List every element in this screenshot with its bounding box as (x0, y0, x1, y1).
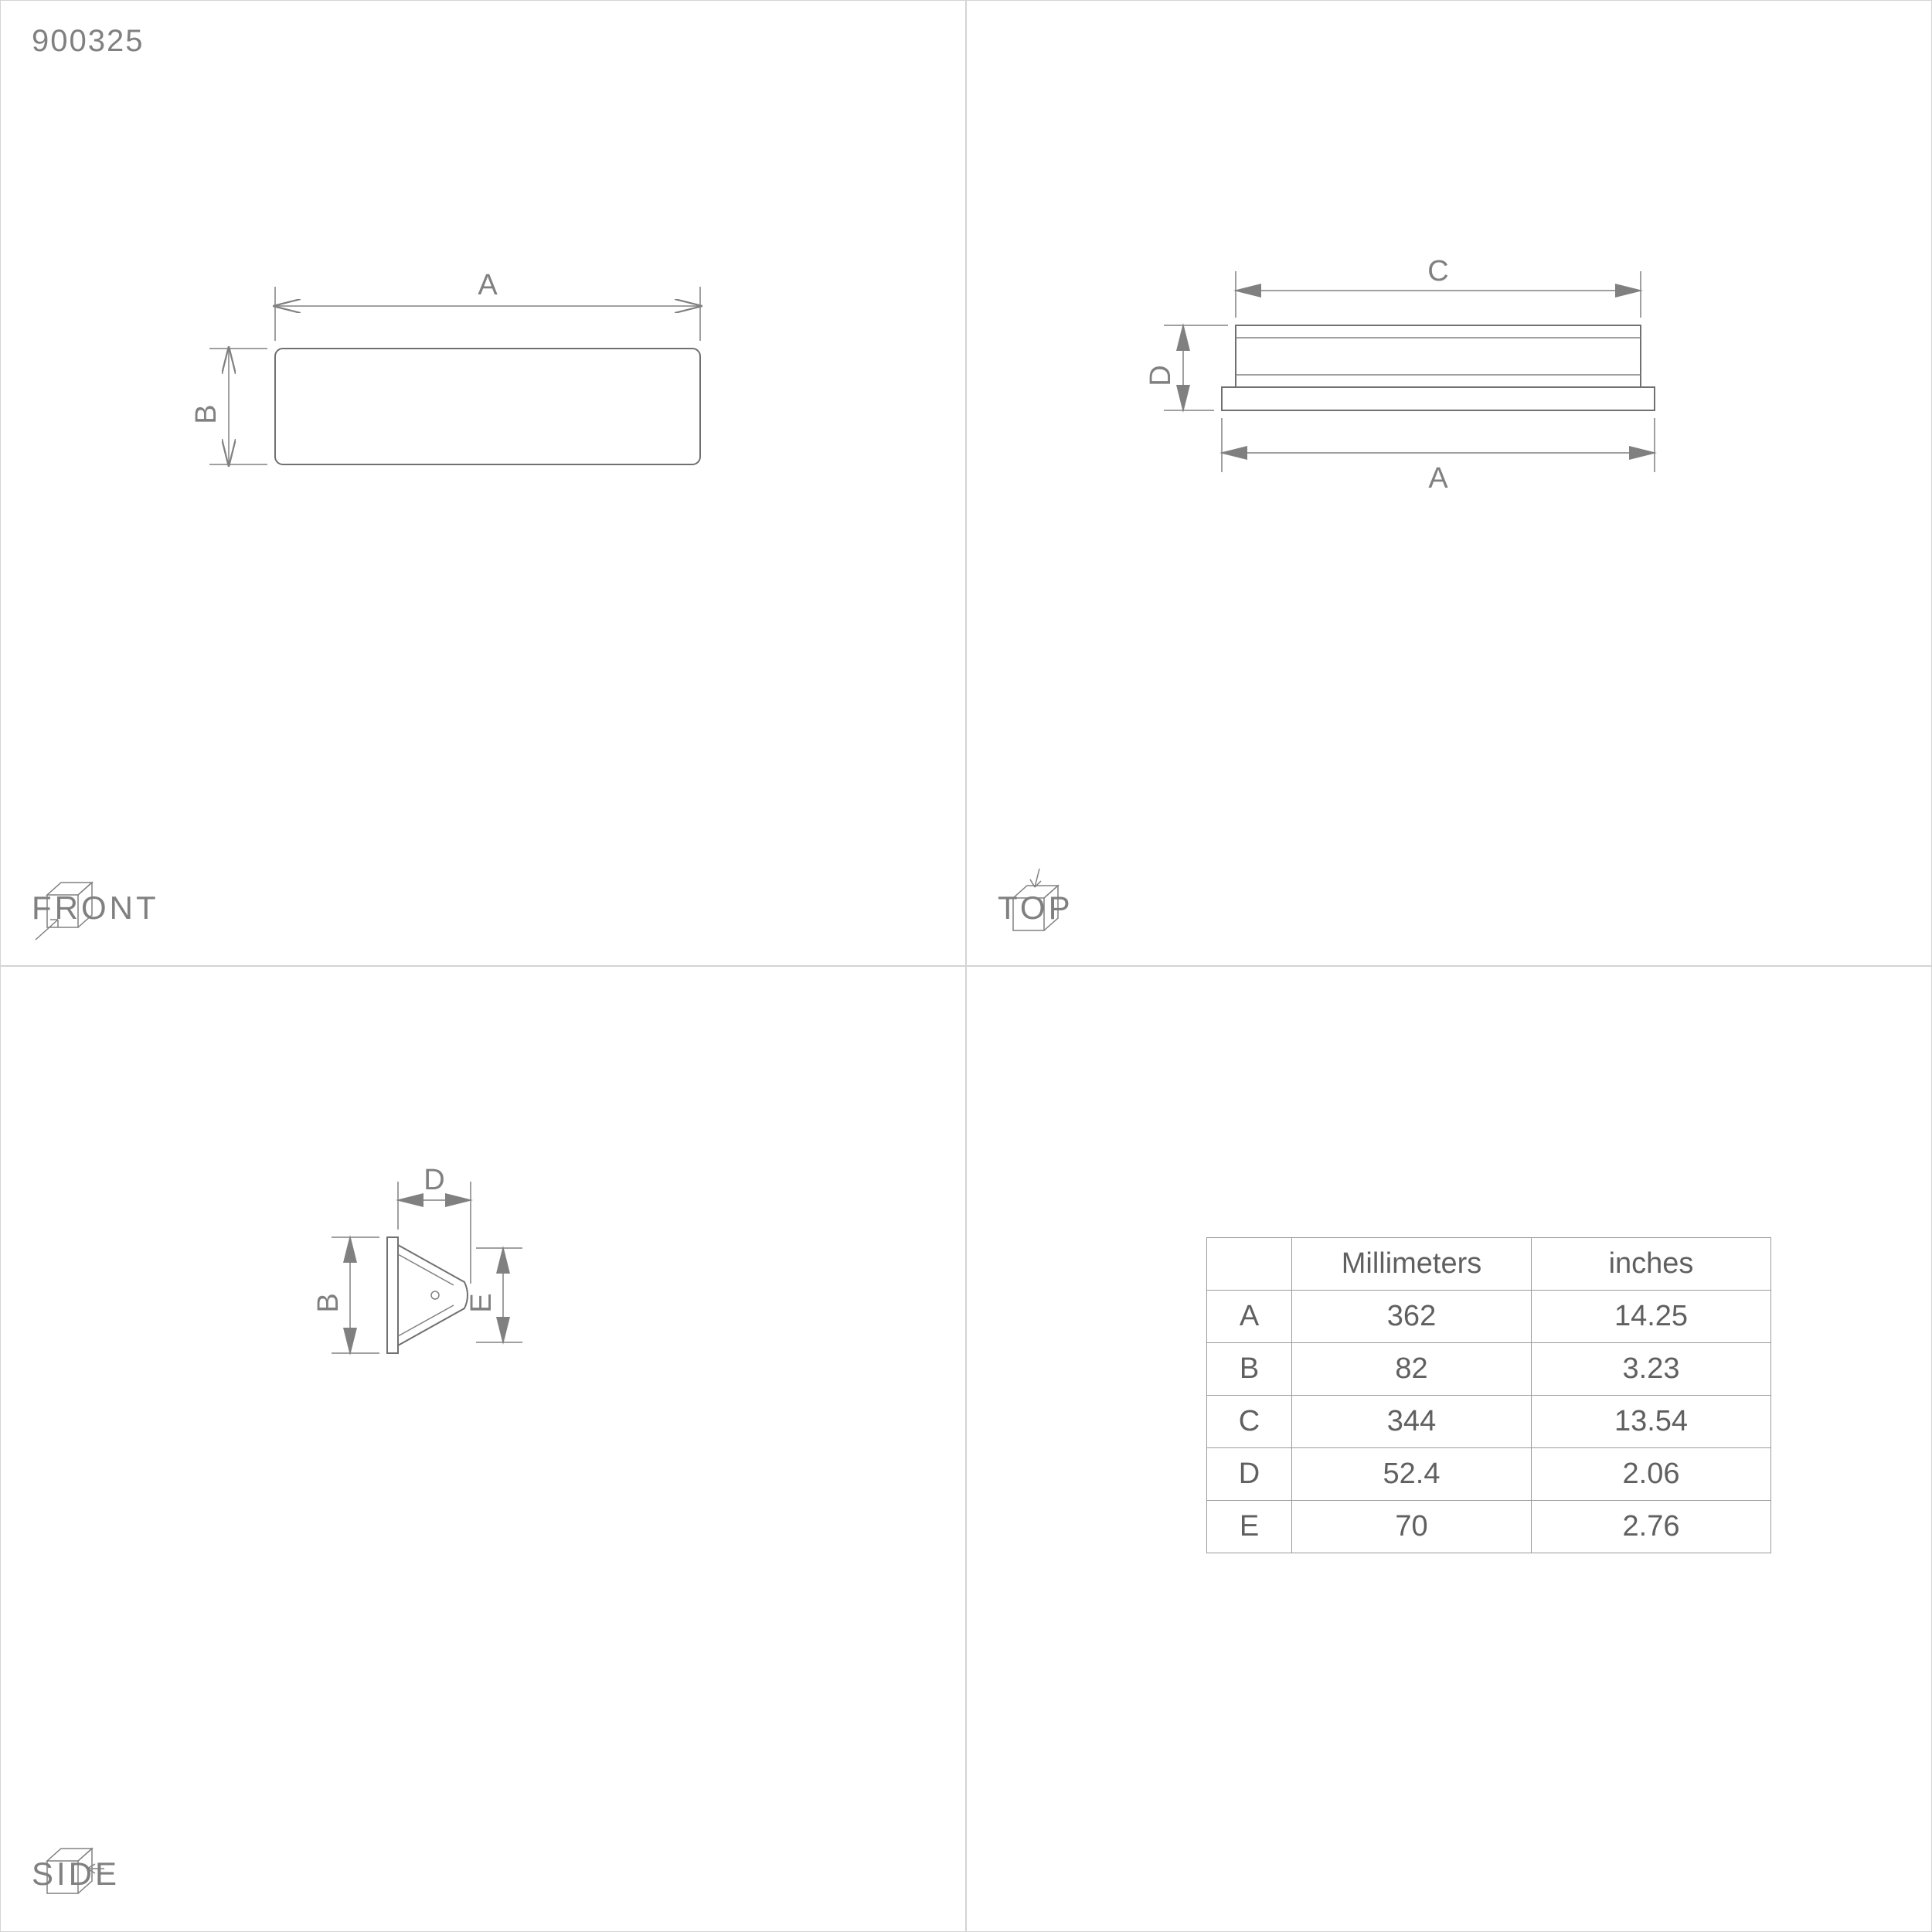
dimensions-table: Millimeters inches A 362 14.25 B 82 3.23… (1206, 1237, 1771, 1553)
dim-mm: 344 (1292, 1396, 1532, 1448)
dim-in: 2.06 (1532, 1448, 1771, 1501)
dim-label-D: D (1145, 365, 1177, 386)
table-header: Millimeters (1292, 1238, 1532, 1291)
dim-label-B2: B (312, 1293, 345, 1312)
dim-in: 14.25 (1532, 1291, 1771, 1343)
cube-icon (998, 872, 1071, 945)
quad-table: Millimeters inches A 362 14.25 B 82 3.23… (966, 966, 1932, 1932)
dim-key: C (1207, 1396, 1292, 1448)
quad-front: 900325 A B (0, 0, 966, 966)
dim-key: E (1207, 1501, 1292, 1553)
table-row: B 82 3.23 (1207, 1343, 1771, 1396)
table-header (1207, 1238, 1292, 1291)
dim-mm: 70 (1292, 1501, 1532, 1553)
dim-in: 13.54 (1532, 1396, 1771, 1448)
dim-label-A: A (478, 269, 498, 301)
table-row: A 362 14.25 (1207, 1291, 1771, 1343)
dim-label-D2: D (423, 1164, 444, 1196)
table-header-row: Millimeters inches (1207, 1238, 1771, 1291)
view-label-top: TOP (998, 889, 1073, 927)
dim-label-B: B (190, 404, 223, 423)
dim-in: 2.76 (1532, 1501, 1771, 1553)
quad-top: C D A TOP (966, 0, 1932, 966)
dim-key: D (1207, 1448, 1292, 1501)
cube-icon (32, 1838, 105, 1911)
dim-key: B (1207, 1343, 1292, 1396)
quad-side: D B E SIDE (0, 966, 966, 1932)
table-header: inches (1532, 1238, 1771, 1291)
table-row: D 52.4 2.06 (1207, 1448, 1771, 1501)
dim-mm: 362 (1292, 1291, 1532, 1343)
cube-icon (32, 872, 105, 945)
drawing-grid: 900325 A B (0, 0, 1932, 1932)
table-row: C 344 13.54 (1207, 1396, 1771, 1448)
dim-mm: 52.4 (1292, 1448, 1532, 1501)
view-label-side: SIDE (32, 1855, 120, 1893)
dim-in: 3.23 (1532, 1343, 1771, 1396)
view-label-front: FRONT (32, 889, 159, 927)
top-view-drawing: C D A (1060, 1, 1832, 774)
side-view-drawing: D B E (94, 967, 866, 1740)
table-row: E 70 2.76 (1207, 1501, 1771, 1553)
dim-key: A (1207, 1291, 1292, 1343)
dim-label-C: C (1427, 255, 1448, 287)
front-view-drawing: A B (94, 1, 866, 774)
dim-mm: 82 (1292, 1343, 1532, 1396)
dim-label-A2: A (1428, 462, 1448, 495)
dim-label-E: E (465, 1293, 498, 1312)
